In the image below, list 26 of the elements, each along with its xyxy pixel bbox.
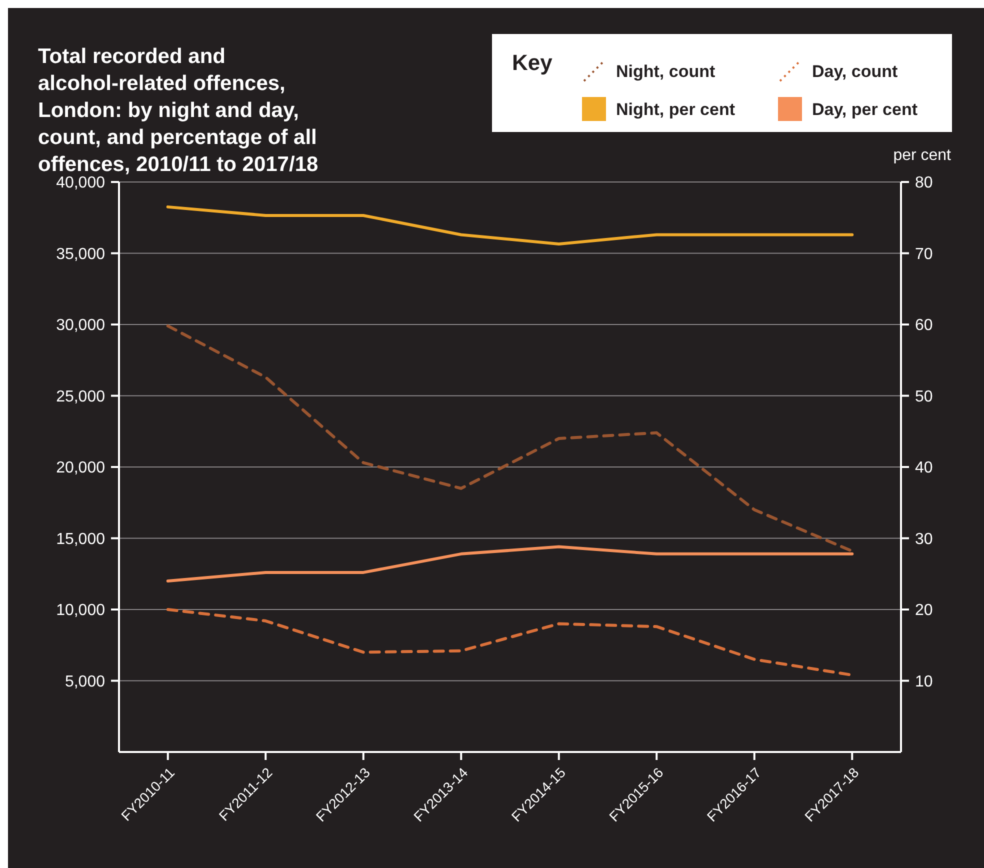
y2-tick-label: 70 (915, 246, 933, 263)
y-tick-label: 20,000 (56, 460, 106, 477)
legend-label: Day, count (812, 62, 898, 81)
y-tick-label: 40,000 (56, 174, 106, 192)
y-tick-label: 10,000 (56, 602, 106, 620)
y2-tick-label: 30 (915, 530, 933, 548)
legend-title: Key (512, 50, 554, 75)
y-tick-label: 25,000 (56, 388, 106, 406)
chart-title: Total recorded and alcohol-related offences, London: by night and day, count, and percentage of all offences, 2010/11 to 2017/18 (38, 45, 318, 176)
y-tick-label: 15,000 (56, 530, 106, 548)
line-series (166, 324, 854, 553)
y2-axis-title: per cent (893, 147, 952, 164)
legend-label: Day, per cent (812, 100, 918, 119)
y2-tick-label: 60 (915, 317, 933, 334)
y2-tick-label: 50 (915, 388, 933, 406)
y-tick-label: 30,000 (56, 317, 106, 334)
y2-tick-label: 80 (915, 174, 933, 192)
y-tick-label: 35,000 (56, 246, 106, 263)
line-series (166, 205, 854, 246)
legend-label: Night, count (616, 62, 716, 81)
y2-tick-label: 20 (915, 602, 933, 620)
y2-tick-label: 10 (915, 673, 933, 690)
line-series (166, 545, 854, 582)
y2-tick-label: 40 (915, 460, 933, 477)
legend-label: Night, per cent (616, 100, 736, 119)
y-tick-label: 5,000 (64, 673, 106, 690)
